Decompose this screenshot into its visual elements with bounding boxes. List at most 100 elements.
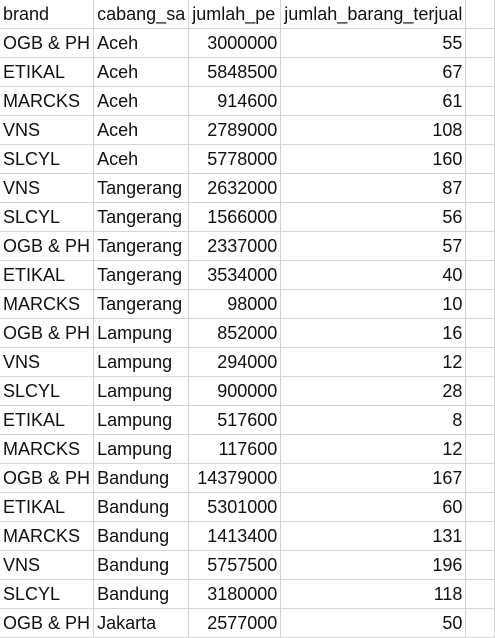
jumlah-barang-cell[interactable]: 57: [280, 231, 467, 261]
cabang-cell[interactable]: Lampung: [93, 376, 190, 406]
empty-cell[interactable]: [465, 115, 495, 145]
header-cell-cabang[interactable]: cabang_sa: [93, 0, 190, 29]
jumlah-barang-cell[interactable]: 131: [280, 521, 467, 551]
brand-cell[interactable]: VNS: [0, 550, 95, 580]
jumlah-barang-cell[interactable]: 160: [280, 144, 467, 174]
header-cell-brand[interactable]: brand: [0, 0, 95, 29]
empty-cell[interactable]: [465, 202, 495, 232]
jumlah-penjualan-cell[interactable]: 900000: [188, 376, 282, 406]
header-cell-jumlah-barang[interactable]: jumlah_barang_terjual: [280, 0, 467, 29]
empty-cell[interactable]: [465, 463, 495, 493]
jumlah-penjualan-cell[interactable]: 98000: [188, 289, 282, 319]
empty-cell[interactable]: [465, 318, 495, 348]
jumlah-penjualan-cell[interactable]: 5301000: [188, 492, 282, 522]
brand-cell[interactable]: SLCYL: [0, 202, 95, 232]
empty-cell[interactable]: [465, 405, 495, 435]
brand-cell[interactable]: MARCKS: [0, 521, 95, 551]
jumlah-penjualan-cell[interactable]: 2632000: [188, 173, 282, 203]
empty-cell[interactable]: [465, 289, 495, 319]
jumlah-penjualan-cell[interactable]: 2577000: [188, 608, 282, 638]
jumlah-penjualan-cell[interactable]: 3180000: [188, 579, 282, 609]
jumlah-barang-cell[interactable]: 67: [280, 57, 467, 87]
empty-cell[interactable]: [465, 550, 495, 580]
brand-cell[interactable]: ETIKAL: [0, 260, 95, 290]
empty-cell[interactable]: [465, 434, 495, 464]
cabang-cell[interactable]: Tangerang: [93, 289, 190, 319]
jumlah-barang-cell[interactable]: 12: [280, 434, 467, 464]
cabang-cell[interactable]: Lampung: [93, 405, 190, 435]
cabang-cell[interactable]: Tangerang: [93, 173, 190, 203]
jumlah-penjualan-cell[interactable]: 914600: [188, 86, 282, 116]
jumlah-barang-cell[interactable]: 108: [280, 115, 467, 145]
cabang-cell[interactable]: Tangerang: [93, 260, 190, 290]
jumlah-penjualan-cell[interactable]: 1413400: [188, 521, 282, 551]
jumlah-barang-cell[interactable]: 167: [280, 463, 467, 493]
jumlah-barang-cell[interactable]: 28: [280, 376, 467, 406]
jumlah-penjualan-cell[interactable]: 852000: [188, 318, 282, 348]
jumlah-barang-cell[interactable]: 196: [280, 550, 467, 580]
brand-cell[interactable]: MARCKS: [0, 289, 95, 319]
jumlah-barang-cell[interactable]: 118: [280, 579, 467, 609]
cabang-cell[interactable]: Bandung: [93, 492, 190, 522]
brand-cell[interactable]: ETIKAL: [0, 405, 95, 435]
jumlah-penjualan-cell[interactable]: 3000000: [188, 28, 282, 58]
cabang-cell[interactable]: Bandung: [93, 550, 190, 580]
cabang-cell[interactable]: Lampung: [93, 318, 190, 348]
brand-cell[interactable]: MARCKS: [0, 86, 95, 116]
brand-cell[interactable]: OGB & PH: [0, 463, 95, 493]
brand-cell[interactable]: SLCYL: [0, 376, 95, 406]
brand-cell[interactable]: OGB & PH: [0, 231, 95, 261]
cabang-cell[interactable]: Tangerang: [93, 231, 190, 261]
jumlah-penjualan-cell[interactable]: 517600: [188, 405, 282, 435]
jumlah-penjualan-cell[interactable]: 5848500: [188, 57, 282, 87]
cabang-cell[interactable]: Aceh: [93, 144, 190, 174]
jumlah-barang-cell[interactable]: 16: [280, 318, 467, 348]
empty-cell[interactable]: [465, 173, 495, 203]
empty-cell[interactable]: [465, 57, 495, 87]
jumlah-barang-cell[interactable]: 40: [280, 260, 467, 290]
empty-cell[interactable]: [465, 231, 495, 261]
jumlah-penjualan-cell[interactable]: 3534000: [188, 260, 282, 290]
empty-cell[interactable]: [465, 492, 495, 522]
brand-cell[interactable]: SLCYL: [0, 144, 95, 174]
brand-cell[interactable]: VNS: [0, 115, 95, 145]
jumlah-penjualan-cell[interactable]: 5778000: [188, 144, 282, 174]
brand-cell[interactable]: VNS: [0, 173, 95, 203]
brand-cell[interactable]: OGB & PH: [0, 28, 95, 58]
cabang-cell[interactable]: Bandung: [93, 463, 190, 493]
jumlah-penjualan-cell[interactable]: 294000: [188, 347, 282, 377]
cabang-cell[interactable]: Jakarta: [93, 608, 190, 638]
jumlah-barang-cell[interactable]: 10: [280, 289, 467, 319]
brand-cell[interactable]: OGB & PH: [0, 318, 95, 348]
empty-cell[interactable]: [465, 579, 495, 609]
brand-cell[interactable]: VNS: [0, 347, 95, 377]
jumlah-barang-cell[interactable]: 50: [280, 608, 467, 638]
empty-cell[interactable]: [465, 144, 495, 174]
jumlah-penjualan-cell[interactable]: 14379000: [188, 463, 282, 493]
jumlah-barang-cell[interactable]: 61: [280, 86, 467, 116]
empty-cell[interactable]: [465, 347, 495, 377]
empty-cell[interactable]: [465, 28, 495, 58]
jumlah-barang-cell[interactable]: 60: [280, 492, 467, 522]
brand-cell[interactable]: SLCYL: [0, 579, 95, 609]
cabang-cell[interactable]: Lampung: [93, 434, 190, 464]
cabang-cell[interactable]: Aceh: [93, 57, 190, 87]
cabang-cell[interactable]: Bandung: [93, 521, 190, 551]
cabang-cell[interactable]: Aceh: [93, 28, 190, 58]
jumlah-penjualan-cell[interactable]: 2337000: [188, 231, 282, 261]
jumlah-barang-cell[interactable]: 8: [280, 405, 467, 435]
jumlah-barang-cell[interactable]: 87: [280, 173, 467, 203]
empty-cell[interactable]: [465, 608, 495, 638]
cabang-cell[interactable]: Bandung: [93, 579, 190, 609]
jumlah-penjualan-cell[interactable]: 1566000: [188, 202, 282, 232]
cabang-cell[interactable]: Aceh: [93, 86, 190, 116]
brand-cell[interactable]: OGB & PH: [0, 608, 95, 638]
empty-cell[interactable]: [465, 376, 495, 406]
brand-cell[interactable]: ETIKAL: [0, 492, 95, 522]
empty-cell[interactable]: [465, 521, 495, 551]
header-cell-jumlah-penjualan[interactable]: jumlah_pe: [188, 0, 282, 29]
brand-cell[interactable]: MARCKS: [0, 434, 95, 464]
cabang-cell[interactable]: Tangerang: [93, 202, 190, 232]
jumlah-penjualan-cell[interactable]: 5757500: [188, 550, 282, 580]
empty-cell[interactable]: [465, 86, 495, 116]
